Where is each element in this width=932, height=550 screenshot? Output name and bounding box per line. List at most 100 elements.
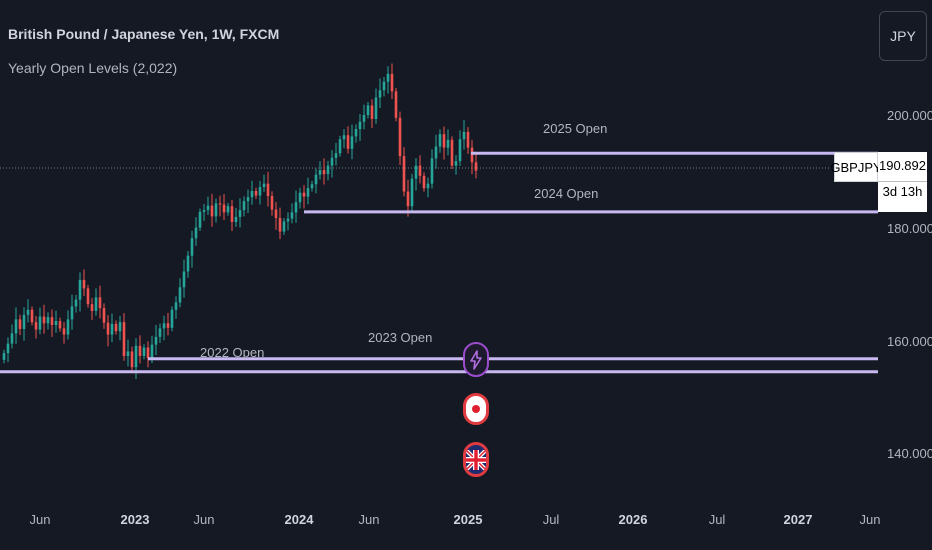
candle-body — [6, 343, 10, 354]
yearly-open-levels — [0, 151, 878, 374]
candle-body — [390, 73, 394, 92]
level-label-2025-open: 2025 Open — [543, 121, 608, 136]
candle-body — [70, 306, 74, 320]
candle-body — [194, 227, 198, 239]
candle-body — [146, 347, 150, 359]
candle-body — [358, 121, 362, 130]
time-label-jun-2022: Jun — [29, 512, 51, 527]
candle-body — [162, 323, 166, 329]
time-label-2024: 2024 — [284, 512, 314, 527]
indicator-label[interactable]: Yearly Open Levels (2,022) — [8, 60, 178, 76]
lightning-icon — [470, 349, 482, 370]
candle-body — [370, 105, 374, 119]
candle-body — [270, 196, 274, 210]
candle-body — [214, 203, 218, 217]
candle-body — [322, 170, 326, 175]
candle-body — [234, 216, 238, 222]
candle-body — [446, 139, 450, 148]
candle-body — [386, 73, 390, 82]
candle-body — [126, 351, 130, 356]
candle-body — [174, 302, 178, 310]
candle-body — [362, 114, 366, 122]
candle-body — [314, 174, 318, 185]
candle-body — [10, 333, 14, 344]
candle-body — [22, 314, 26, 329]
candle-body — [30, 309, 34, 323]
candle-body — [178, 287, 182, 303]
candle-body — [74, 299, 78, 307]
candle-body — [266, 183, 270, 197]
price-label-180: 180.000 — [887, 221, 932, 236]
time-label-jul-2025: Jul — [542, 512, 560, 527]
candle-body — [334, 153, 338, 158]
candle-body — [26, 309, 30, 315]
level-label-2022-open: 2022 Open — [200, 345, 265, 360]
candle-body — [462, 131, 466, 140]
candle-body — [154, 336, 158, 345]
candle-body — [450, 139, 454, 166]
candle-body — [342, 135, 346, 140]
candle-body — [138, 345, 142, 356]
candle-body — [302, 192, 306, 197]
candle-body — [186, 255, 190, 272]
candle-body — [374, 97, 378, 119]
candle-body — [230, 206, 234, 222]
candle-body — [62, 328, 66, 335]
time-label-jun-2023: Jun — [193, 512, 215, 527]
candle-body — [54, 321, 58, 325]
candle-body — [158, 328, 162, 337]
candle-body — [226, 206, 230, 213]
candle-body — [406, 191, 410, 207]
candle-body — [262, 183, 266, 188]
candle-body — [134, 345, 138, 368]
candle-body — [354, 129, 358, 137]
event-uk-flag[interactable] — [463, 442, 489, 477]
candle-body — [326, 165, 330, 175]
candle-body — [46, 317, 50, 324]
candle-body — [190, 238, 194, 256]
currency-button[interactable]: JPY — [879, 11, 927, 61]
candle-body — [82, 279, 86, 289]
candle-body — [338, 139, 342, 154]
candle-body — [122, 322, 126, 356]
candle-body — [150, 344, 154, 359]
candle-body — [258, 187, 262, 196]
candle-body — [170, 309, 174, 328]
candle-body — [286, 218, 290, 222]
candle-body — [166, 323, 170, 328]
uk-flag-icon — [466, 449, 486, 470]
level-label-2023-open: 2023 Open — [368, 330, 433, 345]
time-label-2023: 2023 — [120, 512, 150, 527]
candle-body — [202, 210, 206, 212]
chart-title[interactable]: British Pound / Japanese Yen, 1W, FXCM — [8, 26, 280, 42]
candle-body — [350, 136, 354, 149]
time-label-jun-2024: Jun — [358, 512, 380, 527]
candle-body — [18, 319, 22, 329]
candle-body — [238, 210, 242, 217]
candle-body — [274, 209, 278, 219]
candle-body — [298, 192, 302, 203]
candle-body — [34, 322, 38, 330]
candle-body — [250, 191, 254, 198]
candle-body — [434, 146, 438, 159]
candle-body — [198, 211, 202, 228]
event-lightning[interactable] — [463, 342, 489, 377]
candle-body — [38, 316, 42, 330]
candle-body — [78, 279, 82, 300]
price-badge-divider — [878, 181, 927, 182]
event-japan-flag[interactable] — [463, 393, 489, 425]
time-label-jul-2026: Jul — [708, 512, 726, 527]
candle-body — [282, 221, 286, 232]
time-label-2025: 2025 — [453, 512, 483, 527]
candle-body — [90, 304, 94, 311]
candle-body — [246, 197, 250, 202]
candle-body — [382, 81, 386, 91]
candle-body — [454, 161, 458, 166]
candle-body — [110, 323, 114, 335]
candle-body — [318, 170, 322, 175]
candle-body — [106, 322, 110, 335]
candle-body — [414, 165, 418, 179]
candle-body — [410, 178, 414, 207]
candle-body — [42, 316, 46, 324]
